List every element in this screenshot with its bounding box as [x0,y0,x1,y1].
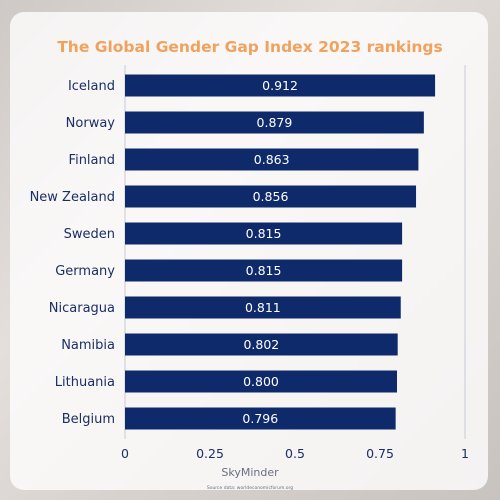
category-label: Lithuania [55,375,115,390]
value-label: 0.879 [257,115,293,130]
bar-finland [125,148,419,171]
value-label: 0.802 [243,337,279,352]
value-label: 0.815 [246,226,282,241]
bar-belgium [125,407,396,430]
value-label: 0.815 [246,263,282,278]
bar-iceland [125,74,436,97]
value-label: 0.863 [254,152,290,167]
value-label: 0.796 [242,411,278,426]
category-label: Nicaragua [49,301,115,316]
value-label: 0.912 [262,78,298,93]
bar-new-zealand [125,185,417,208]
brand-logo: SkyMinder Source data: worldeconomicforu… [207,466,293,491]
value-label: 0.811 [245,300,281,315]
bar-germany [125,259,403,282]
plot-area: Iceland 0.912 Norway 0.879 Finland 0.863 New Z… [30,65,469,461]
source-note: Source data: worldeconomicforum.org [207,485,293,491]
category-label: Sweden [64,227,115,242]
category-label: Namibia [61,338,115,353]
chart-title: The Global Gender Gap Index 2023 ranking… [57,38,443,56]
category-label: Iceland [68,79,115,94]
category-label: Belgium [62,412,115,427]
x-tick-label: 0.75 [366,446,394,461]
x-tick-label: 1 [461,446,469,461]
category-label: New Zealand [30,190,115,205]
category-label: Finland [69,153,115,168]
x-tick-label: 0.25 [196,446,224,461]
brand-name: SkyMinder [221,466,279,479]
category-label: Norway [66,116,116,131]
bar-nicaragua [125,296,401,319]
x-tick-label: 0 [121,446,129,461]
value-label: 0.856 [253,189,289,204]
x-tick-label: 0.5 [285,446,305,461]
bar-norway [125,111,424,134]
category-label: Germany [55,264,115,279]
bar-namibia [125,333,398,356]
bar-lithuania [125,370,397,393]
bar-sweden [125,222,403,245]
value-label: 0.800 [243,374,279,389]
